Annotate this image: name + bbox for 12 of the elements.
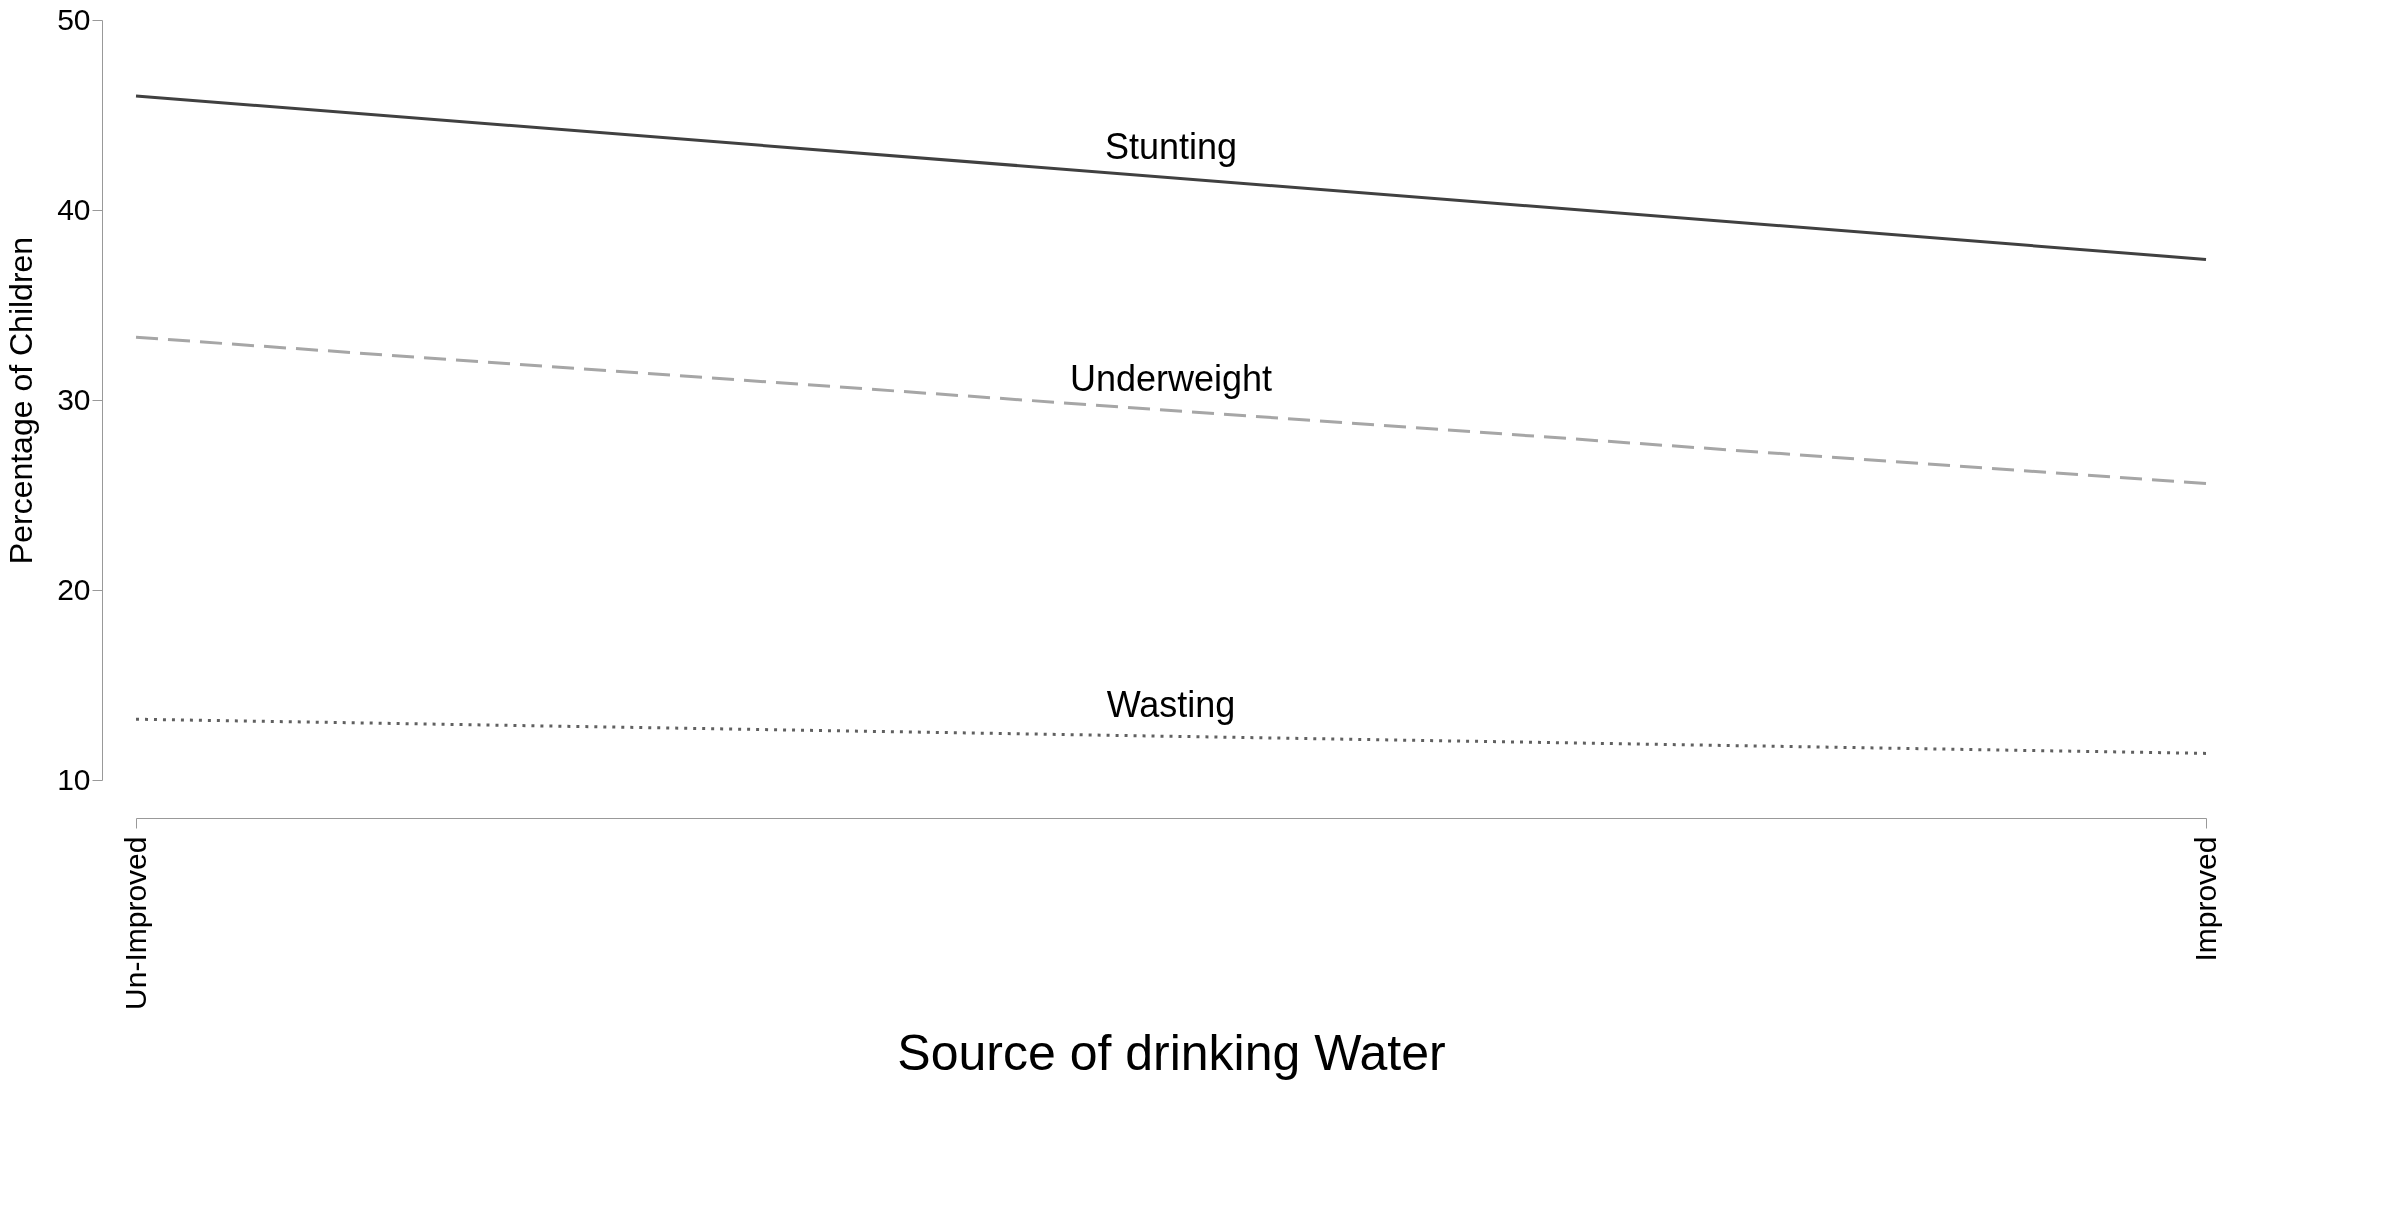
y-tick-label: 30 <box>57 382 91 416</box>
y-tick-label: 10 <box>57 762 91 796</box>
y-tick-label: 50 <box>57 2 91 36</box>
y-tick-label: 40 <box>57 192 91 226</box>
series-label: Stunting <box>1104 125 1238 167</box>
series-label: Wasting <box>1106 684 1236 726</box>
x-tick-label: Un-Improved <box>118 836 152 1010</box>
x-axis-title: Source of drinking Water <box>897 1024 1446 1081</box>
y-tick-label: 20 <box>57 572 91 606</box>
series-label: Underweight <box>1069 358 1273 400</box>
x-tick-label: Improved <box>2188 836 2222 962</box>
y-axis-title: Percentage of Children <box>3 236 40 565</box>
